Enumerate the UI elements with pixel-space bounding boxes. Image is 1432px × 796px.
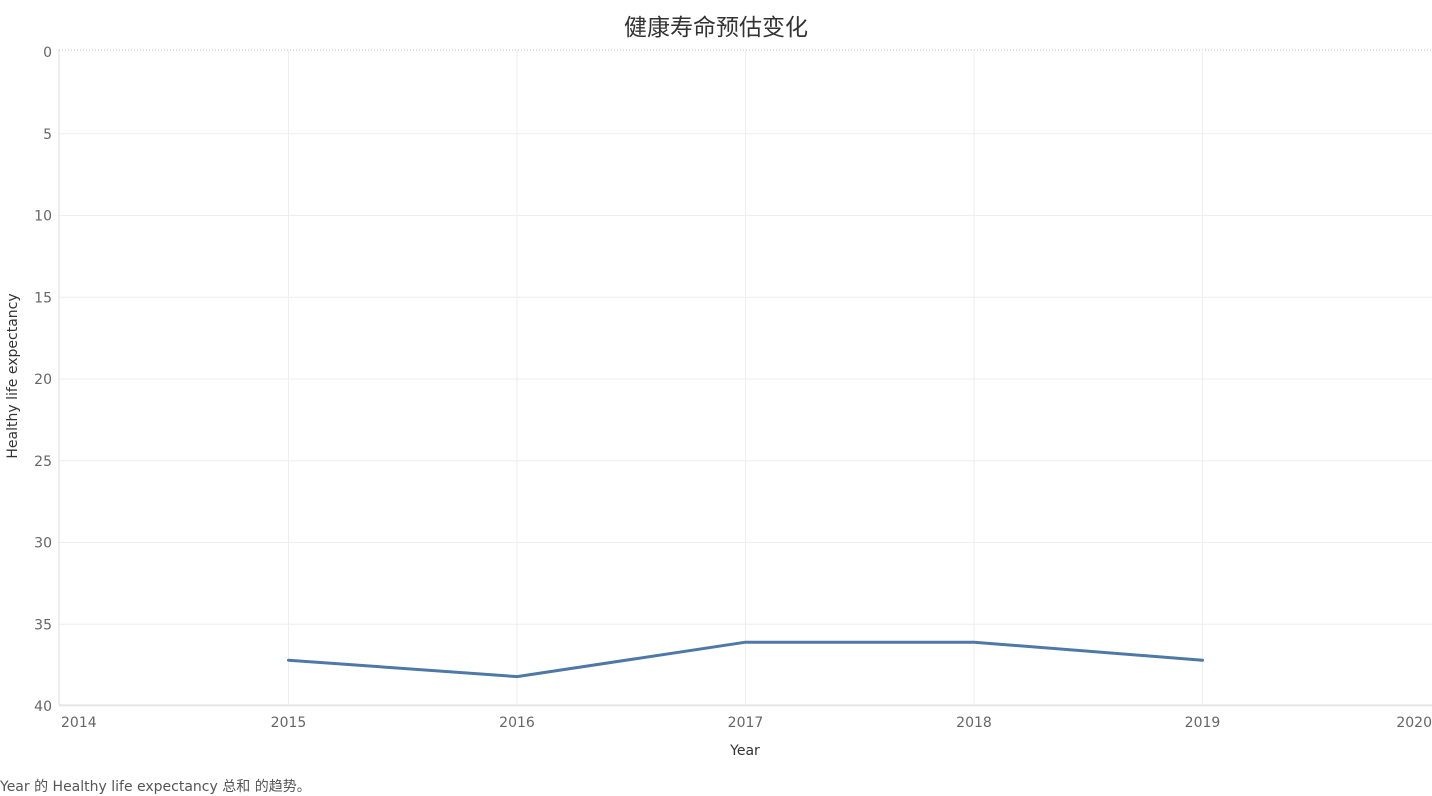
x-tick-label: 2015 [271,715,307,731]
y-tick-label: 20 [34,372,52,388]
x-tick-label: 2017 [728,715,764,731]
line-chart: 0 5 10 15 20 25 30 35 40 2014 2015 2016 2017 2018 2019… [0,0,1432,770]
x-tick-label: 2019 [1185,715,1221,731]
y-tick-label: 40 [34,699,52,715]
y-tick-label: 30 [34,536,52,552]
y-tick-label: 25 [34,454,52,470]
y-axis-title: Healthy life expectancy [5,293,21,458]
y-tick-label: 5 [43,127,52,143]
x-tick-label: 2014 [61,715,97,731]
y-tick-label: 10 [34,209,52,225]
y-tick-label: 35 [34,617,52,633]
y-tick-label: 0 [43,45,52,61]
x-tick-label: 2018 [956,715,992,731]
x-tick-label: 2020 [1396,715,1432,731]
y-tick-label: 15 [34,290,52,306]
chart-caption: Year 的 Healthy life expectancy 总和 的趋势。 [0,776,311,796]
x-axis-title: Year [729,743,760,759]
x-tick-label: 2016 [499,715,535,731]
